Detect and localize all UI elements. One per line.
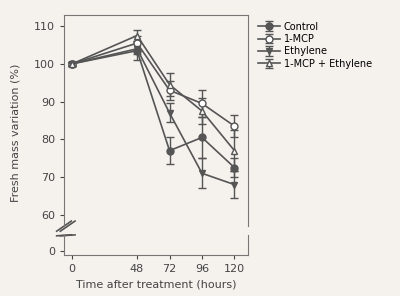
- Legend: Control, 1-MCP, Ethylene, 1-MCP + Ethylene: Control, 1-MCP, Ethylene, 1-MCP + Ethyle…: [256, 20, 374, 71]
- X-axis label: Time after treatment (hours): Time after treatment (hours): [76, 279, 236, 289]
- Text: Fresh mass variation (%): Fresh mass variation (%): [11, 64, 21, 202]
